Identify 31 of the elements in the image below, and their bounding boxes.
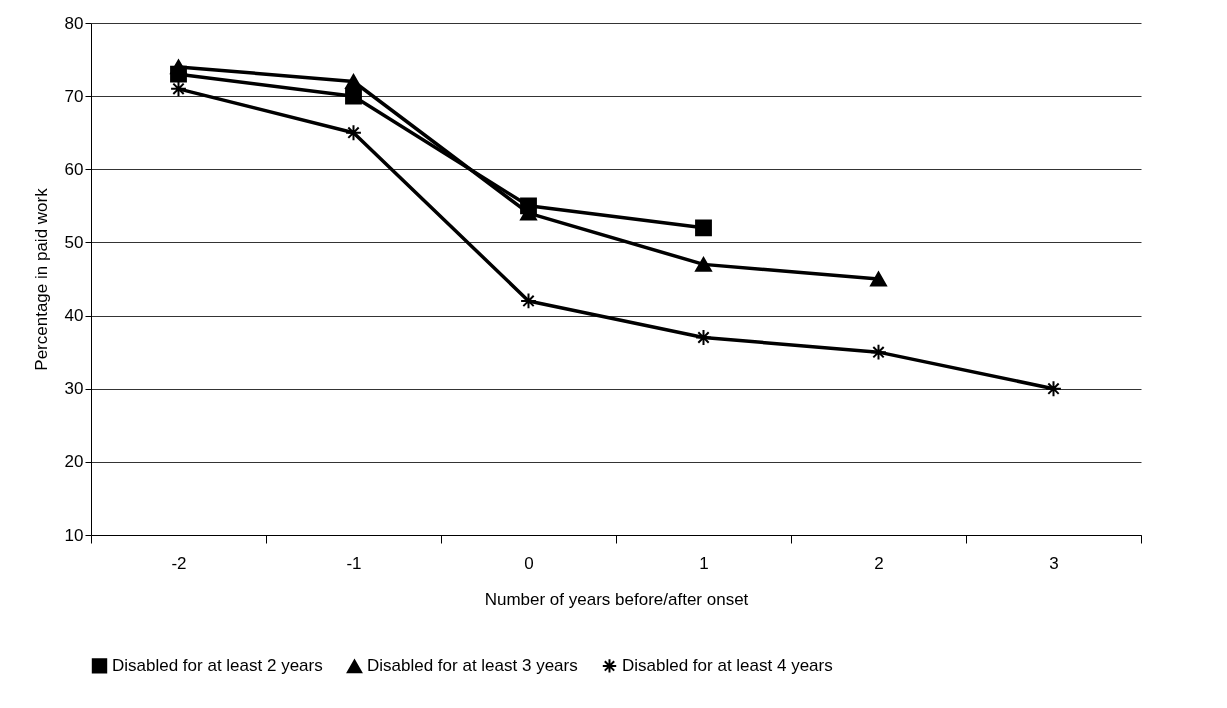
x-tick-label: -1 <box>346 553 362 573</box>
legend-label: Disabled for at least 2 years <box>112 655 323 675</box>
y-tick-label: 60 <box>64 159 84 179</box>
point <box>695 329 712 346</box>
x-tick-label: -2 <box>171 553 187 573</box>
point <box>170 80 187 98</box>
legend-label: Disabled for at least 3 years <box>367 656 578 676</box>
y-tick-label: 80 <box>64 13 84 33</box>
y-tick-label: 10 <box>64 525 84 545</box>
y-axis-title: Percentage in paid work <box>31 187 51 371</box>
y-tick-label: 40 <box>64 306 84 326</box>
x-tick-label: 1 <box>699 553 709 573</box>
x-tick-label: 3 <box>1049 553 1059 573</box>
y-tick-label: 50 <box>64 232 84 252</box>
point <box>1045 380 1062 398</box>
point <box>695 219 712 237</box>
y-tick-label: 20 <box>64 452 84 472</box>
point <box>695 256 712 272</box>
x-axis-title: Number of years before/after onset <box>484 589 749 609</box>
legend-label: Disabled for at least 4 years <box>622 655 833 675</box>
point <box>870 271 887 287</box>
y-tick-label: 70 <box>64 86 84 106</box>
point <box>345 87 362 105</box>
point <box>345 74 362 89</box>
x-tick-label: 2 <box>874 553 884 573</box>
y-tick-label: 30 <box>64 379 84 399</box>
x-tick-label: 0 <box>524 553 534 573</box>
point <box>345 124 362 142</box>
point <box>170 59 187 75</box>
point <box>870 343 887 361</box>
point <box>520 292 537 310</box>
